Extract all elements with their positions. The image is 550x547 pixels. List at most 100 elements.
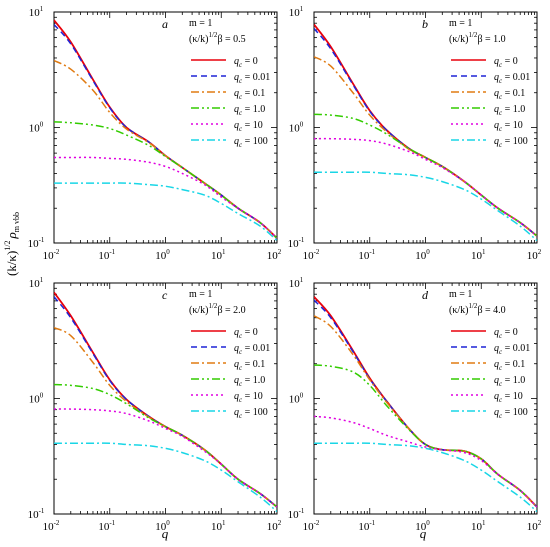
x-tick-label-exp: 1: [482, 519, 486, 527]
legend-entry-3: qc = 0.1: [494, 88, 525, 101]
legend-entry-q: q: [234, 72, 239, 83]
legend-title-beta-exp: 1/2: [468, 31, 477, 39]
legend-title-m: m = 1: [449, 18, 472, 29]
panel-label: c: [162, 288, 168, 302]
legend-entry-q: q: [494, 104, 499, 115]
legend-entry-q: q: [494, 375, 499, 386]
legend-entry-value: = 10: [502, 120, 523, 131]
legend-entry-value: = 0: [502, 56, 518, 67]
legend-entry-value: = 1.0: [502, 375, 525, 386]
legend-entry-5: qc = 10: [234, 391, 263, 404]
legend-entry-value: = 0.01: [502, 343, 530, 354]
series-group: [54, 291, 277, 513]
legend-entry-q: q: [494, 136, 499, 147]
x-tick-label: 102: [527, 519, 542, 533]
y-tick-label-exp: 1: [40, 5, 44, 13]
legend-entry-3: qc = 0.1: [234, 88, 265, 101]
legend-entry-value: = 1.0: [242, 375, 265, 386]
legend-entry-sub: c: [239, 396, 243, 404]
legend-entry-2: qc = 0.01: [234, 72, 270, 85]
y-tick-label-exp: -1: [39, 507, 45, 515]
y-tick-label-exp: -1: [299, 507, 305, 515]
series-line-5: [54, 408, 277, 508]
x-tick-label: 10-2: [43, 248, 60, 262]
y-axis-title-main: (k/κ): [4, 251, 19, 276]
legend-entry-sub: c: [499, 332, 503, 340]
x-tick-label-base: 10: [303, 521, 315, 533]
panel-label: d: [422, 288, 429, 302]
legend-entry-value: = 10: [502, 391, 523, 402]
y-tick-label-exp: 1: [40, 276, 44, 284]
legend-entry-q: q: [494, 120, 499, 131]
y-tick-label: 10-1: [28, 236, 45, 250]
legend-entry-value: = 0.1: [242, 88, 265, 99]
legend-entry-3: qc = 0.1: [234, 359, 265, 372]
series-line-6: [314, 442, 537, 513]
x-tick-label: 10-1: [358, 248, 375, 262]
legend-title-beta-rest: β = 0.5: [217, 34, 245, 45]
y-axis-title-sub: m vbb: [12, 212, 21, 232]
x-tick-label: 101: [471, 519, 486, 533]
x-tick-label-base: 10: [155, 250, 167, 262]
legend-title-beta: (κ/k)1/2β = 1.0: [449, 31, 506, 45]
legend-entry-sub: c: [239, 93, 243, 101]
legend-entry-sub: c: [239, 348, 243, 356]
x-tick-label-base: 10: [43, 250, 55, 262]
x-tick-label-base: 10: [527, 521, 539, 533]
legend-entry-sub: c: [239, 141, 243, 149]
x-tick-label-base: 10: [98, 521, 110, 533]
series-line-5: [314, 137, 537, 237]
legend-entry-sub: c: [499, 412, 503, 420]
legend-entry-2: qc = 0.01: [234, 343, 270, 356]
x-tick-label-base: 10: [98, 250, 110, 262]
x-tick-label-exp: 0: [426, 519, 430, 527]
series-group: [314, 23, 537, 242]
x-tick-label-exp: -1: [109, 519, 115, 527]
legend-entry-value: = 100: [242, 136, 268, 147]
legend-entry-sub: c: [239, 332, 243, 340]
y-tick-label-base: 10: [29, 123, 41, 135]
x-tick-label-exp: -1: [109, 248, 115, 256]
y-tick-label-base: 10: [289, 278, 301, 290]
legend-entry-1: qc = 0: [494, 327, 518, 340]
legend-title-m: m = 1: [449, 289, 472, 300]
y-tick-label: 101: [29, 5, 44, 19]
legend-entry-value: = 0.01: [242, 343, 270, 354]
legend-entry-sub: c: [499, 380, 503, 388]
y-tick-label: 10-1: [28, 507, 45, 521]
legend-entry-sub: c: [239, 364, 243, 372]
legend-entry-value: = 0.01: [502, 72, 530, 83]
legend-entry-q: q: [494, 56, 499, 67]
legend-entry-3: qc = 0.1: [494, 359, 525, 372]
legend-title-m: m = 1: [189, 289, 212, 300]
y-tick-label-exp: -1: [39, 236, 45, 244]
legend-title-beta-rest: β = 1.0: [477, 34, 505, 45]
axis-ticks: [53, 282, 278, 515]
y-tick-label: 100: [29, 392, 44, 406]
legend-entry-q: q: [234, 359, 239, 370]
x-tick-label-exp: -2: [54, 519, 60, 527]
y-tick-label: 100: [289, 121, 304, 135]
x-tick-label: 101: [211, 248, 226, 262]
legend-entry-q: q: [494, 391, 499, 402]
legend-title-beta-exp: 1/2: [468, 302, 477, 310]
legend-entry-q: q: [494, 327, 499, 338]
legend-entry-value: = 0: [242, 56, 258, 67]
y-tick-label-base: 10: [29, 278, 41, 290]
x-tick-label-base: 10: [211, 250, 223, 262]
legend-title-beta-main: (κ/k): [189, 34, 208, 45]
legend-entry-value: = 0.01: [242, 72, 270, 83]
x-tick-label-base: 10: [415, 250, 427, 262]
y-tick-label: 100: [29, 121, 44, 135]
legend-entry-sub: c: [239, 61, 243, 69]
x-tick-label: 102: [267, 519, 282, 533]
panel-label: b: [422, 17, 428, 31]
x-tick-label-exp: -1: [369, 519, 375, 527]
legend-entry-q: q: [234, 407, 239, 418]
legend-entry-q: q: [234, 375, 239, 386]
x-tick-label-exp: 2: [538, 248, 542, 256]
x-tick-label-base: 10: [415, 521, 427, 533]
series-line-3: [54, 59, 277, 239]
